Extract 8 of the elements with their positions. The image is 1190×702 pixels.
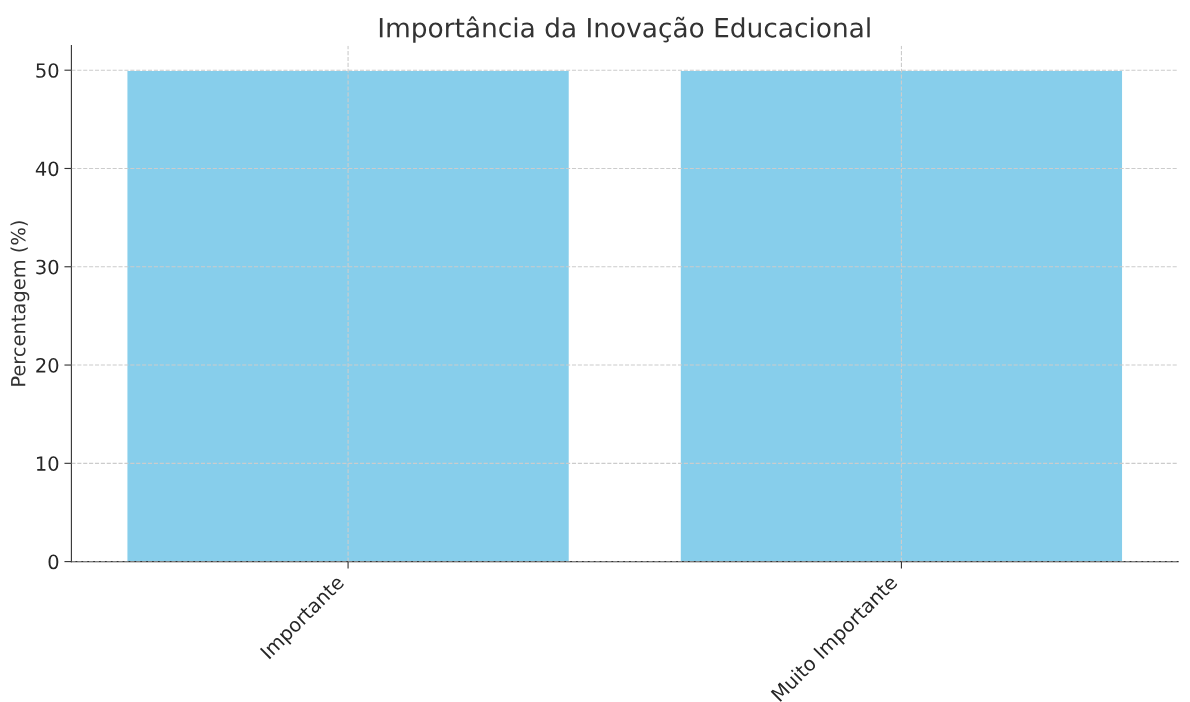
chart-title: Importância da Inovação Educacional bbox=[379, 16, 870, 43]
y-tick-label: 50 bbox=[36, 63, 59, 78]
y-tick-label: 30 bbox=[36, 259, 59, 275]
y-tick-label: 10 bbox=[36, 456, 59, 471]
y-axis-title: Percentagem (%) bbox=[10, 221, 30, 386]
y-tick-label: 40 bbox=[35, 161, 59, 177]
y-tick-label: 20 bbox=[36, 358, 59, 373]
y-tick-label: 0 bbox=[48, 554, 59, 570]
